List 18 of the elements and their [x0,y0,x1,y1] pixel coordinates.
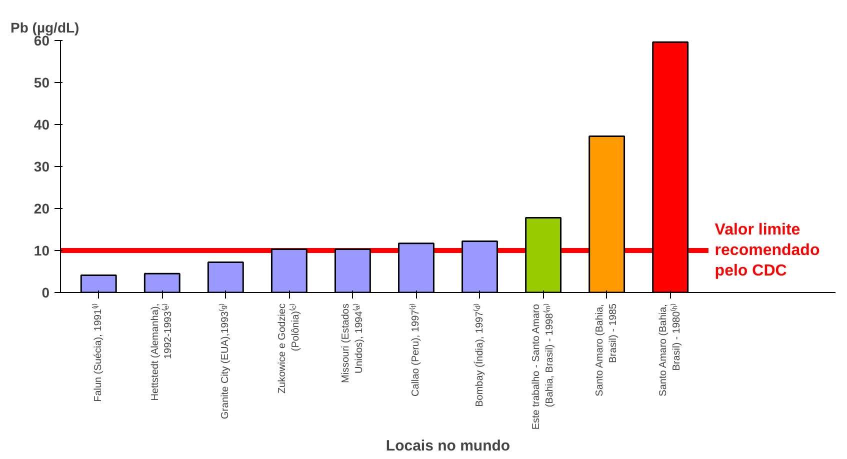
y-tick-label: 40 [34,116,50,132]
x-tick-label: Este trabalho - Santo Amaro (Bahia, Brasil) - 1998⁽ᵐ⁾ [531,303,556,430]
x-tick-label: Santo Amaro (Bahia, Brasil) - 1985 [594,303,619,396]
y-tick-label: 0 [42,284,50,300]
y-tick-label: 50 [34,74,50,90]
x-tick-label: Zukowice e Godziec (Polônia)⁽ᶜ⁾ [277,303,302,394]
x-tick-label: Granite City (EUA),1993⁽ᵍ⁾ [218,303,232,420]
y-tick-label: 10 [34,242,50,258]
x-tick-label: Hettstedt (Alemanha), 1992-1993⁽ᵉ⁾ [150,303,174,401]
x-tick-label: Missouri (Estados Unidos), 1994⁽ᵃ⁾ [340,303,365,383]
x-tick-label: Santo Amaro (Bahia, Brasil) - 1980⁽ʰ⁾ [658,303,682,396]
x-axis-title: Locais no mundo [386,438,510,455]
y-tick-label: 30 [34,158,50,174]
x-tick-label: Falun (Suécia), 1991⁽ˡ⁾ [91,304,104,402]
y-tick-label: 20 [34,200,50,216]
ref-line-label: Valor limite recomendado pelo CDC [714,222,820,280]
x-tick-label: Callao (Peru), 1997⁽ᶠ⁾ [408,303,422,397]
x-tick-label: Bombay (Índia), 1997⁽ᵈ⁾ [472,303,486,407]
